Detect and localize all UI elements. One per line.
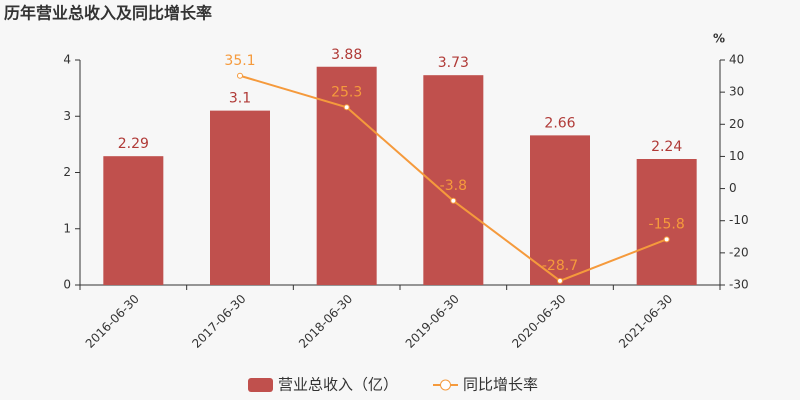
data-label: 25.3: [331, 84, 362, 100]
data-label: 3.1: [229, 91, 251, 107]
y2-tick-label: 0: [729, 181, 737, 195]
data-label: 2.66: [544, 115, 575, 131]
data-label: 2.24: [651, 139, 682, 155]
y2-unit: %: [713, 32, 725, 46]
y-tick-label: 4: [63, 53, 71, 67]
y2-tick-label: -10: [729, 213, 749, 227]
bar: [103, 156, 164, 285]
chart-title: 历年营业总收入及同比增长率: [4, 4, 212, 23]
line-point: [450, 197, 457, 204]
bar: [316, 66, 377, 285]
line-point: [557, 277, 563, 284]
data-label: -15.8: [649, 216, 685, 232]
data-label: -3.8: [440, 178, 467, 194]
legend-swatch: [248, 378, 273, 392]
y-tick-label: 2: [63, 165, 71, 179]
line-point: [237, 72, 243, 79]
data-label: 35.1: [224, 53, 255, 69]
y-tick-label: 1: [63, 221, 71, 235]
bar: [210, 110, 270, 285]
data-label: 3.73: [438, 55, 469, 71]
y2-tick-label: -30: [729, 278, 749, 292]
bar: [423, 75, 484, 285]
y2-tick-label: 40: [729, 53, 744, 67]
y2-tick-label: 20: [729, 117, 744, 131]
line-point: [663, 236, 670, 243]
legend-swatch: [440, 379, 451, 391]
bar: [636, 159, 697, 285]
legend-label: 同比增长率: [463, 376, 538, 394]
bar: [530, 135, 590, 285]
y2-tick-label: -20: [729, 245, 749, 259]
line-point: [343, 104, 350, 111]
data-label: 3.88: [331, 47, 362, 63]
y-tick-label: 0: [63, 278, 71, 292]
data-label: 2.29: [118, 136, 149, 152]
y-tick-label: 3: [63, 109, 71, 123]
data-label: -28.7: [542, 258, 578, 274]
y2-tick-label: 10: [729, 149, 744, 163]
legend-label: 营业总收入（亿）: [278, 376, 398, 394]
y2-tick-label: 30: [729, 85, 744, 99]
